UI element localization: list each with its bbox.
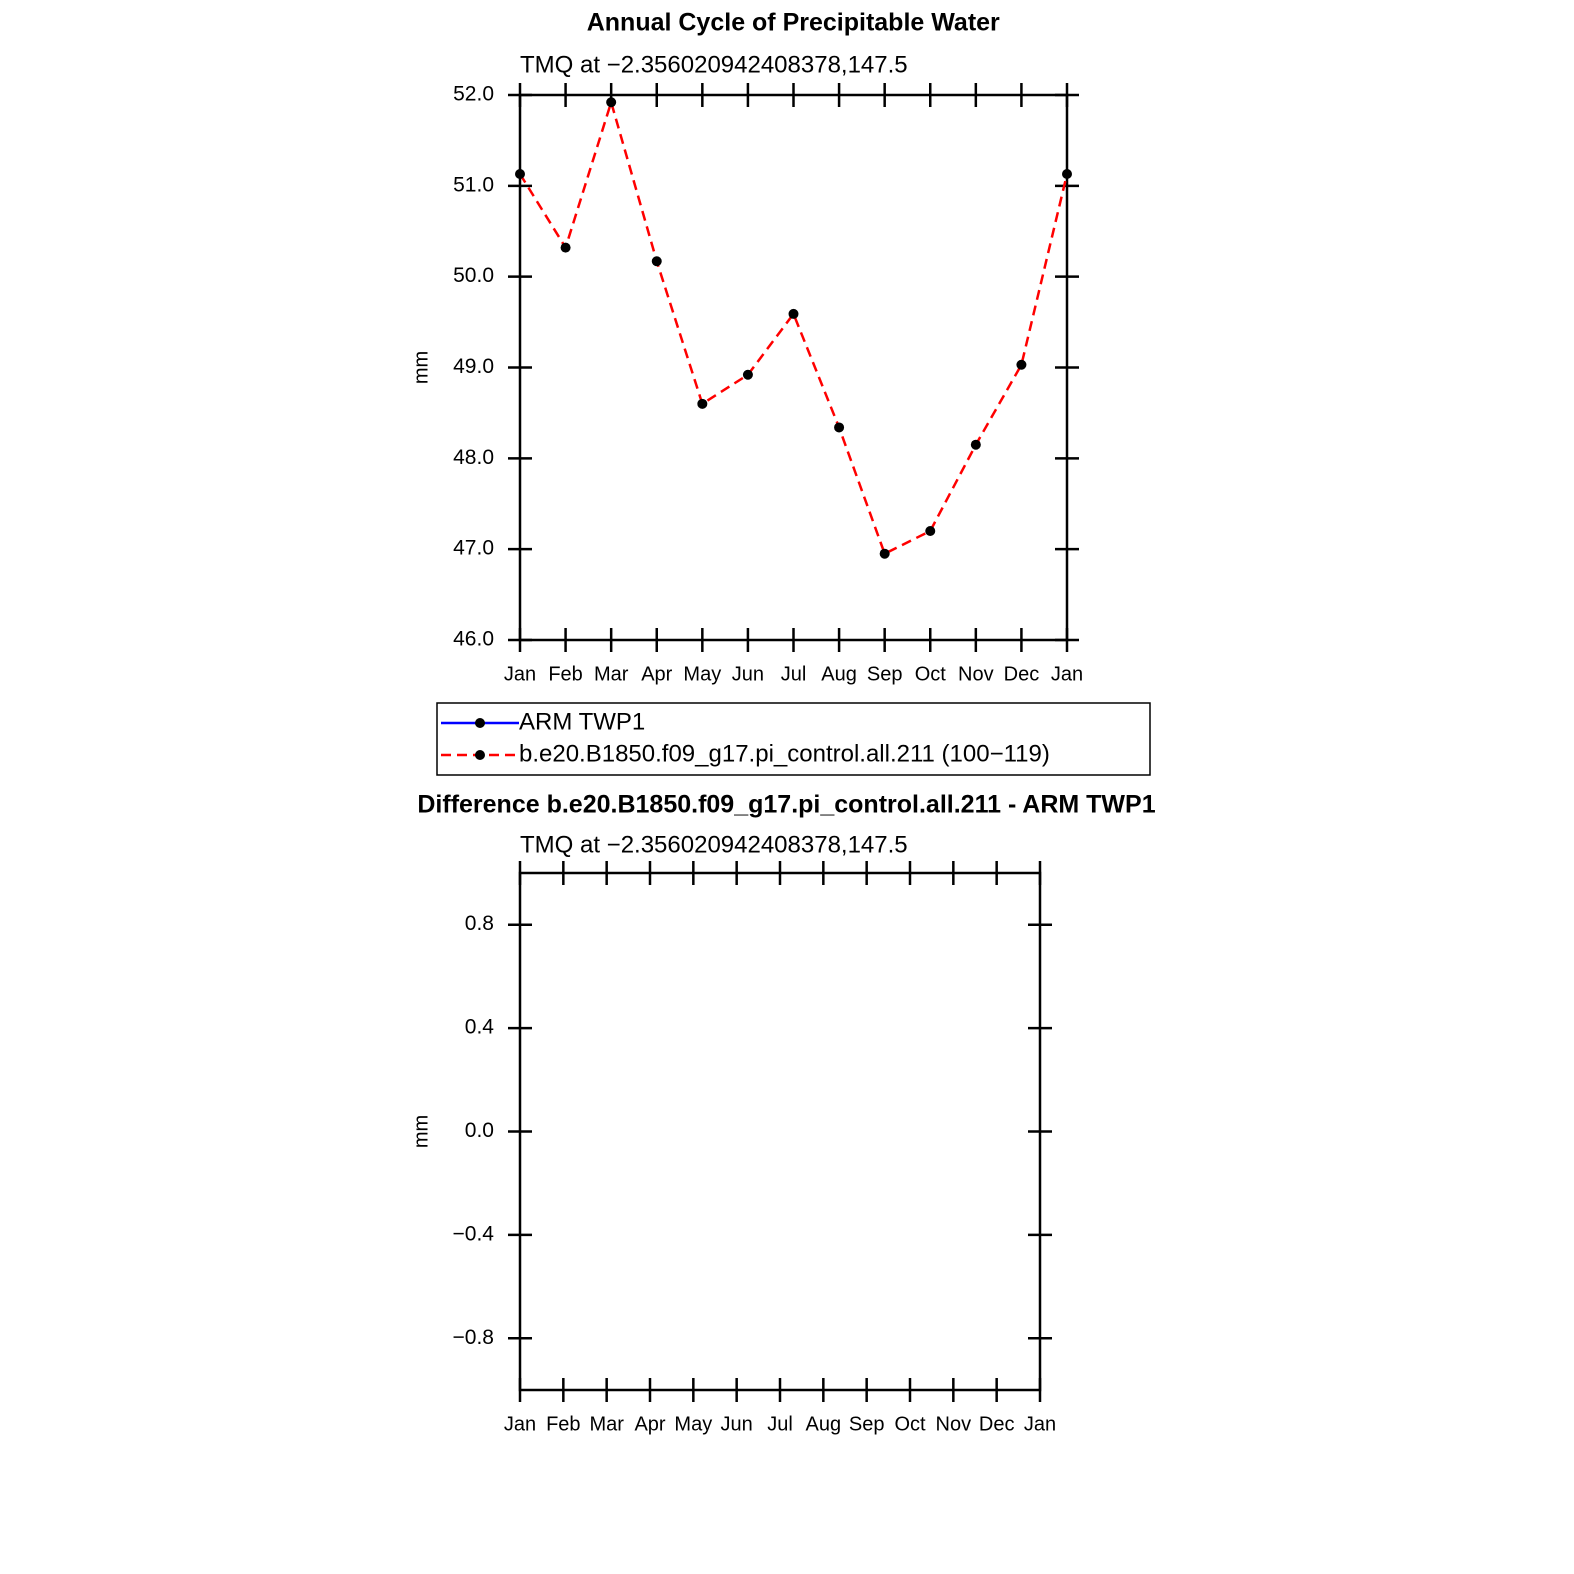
data-point [970,439,981,450]
x-tick-label: Jan [1051,663,1083,685]
data-point [515,169,525,180]
data-point [1016,359,1027,370]
x-tick-label: Sep [849,1413,885,1435]
y-tick-label: 48.0 [453,446,494,469]
x-tick-label: Apr [641,663,672,685]
y-axis-label: mm [410,1115,432,1148]
plot-frame [518,871,1042,1392]
series-line [518,97,1069,556]
legend-label: ARM TWP1 [519,708,645,735]
x-tick-label: Mar [594,663,629,685]
data-point [834,422,845,433]
y-tick-label: 0.4 [465,1016,495,1039]
x-tick-label: Jan [1024,1413,1056,1435]
data-point [560,242,571,253]
data-point [788,308,799,319]
x-tick-label: May [683,663,721,685]
x-tick-label: Oct [894,1413,926,1435]
data-point [1062,169,1072,180]
x-tick-label: Jul [781,663,807,685]
y-tick-label: −0.8 [453,1326,494,1349]
x-tick-label: Aug [821,663,857,685]
y-tick-label: 52.0 [453,83,494,106]
y-tick-label: −0.4 [453,1222,495,1245]
chart-subtitle: TMQ at −2.356020942408378,147.5 [520,51,908,78]
chart-title: Annual Cycle of Precipitable Water [587,9,1000,37]
legend-marker [475,750,485,760]
x-tick-label: Mar [589,1413,624,1435]
x-tick-label: Jun [721,1413,753,1435]
x-tick-label: Feb [548,663,582,685]
data-point [925,526,936,536]
y-tick-label: 0.8 [465,912,494,935]
x-tick-label: Jan [504,663,536,685]
legend-label: b.e20.B1850.f09_g17.pi_control.all.211 (… [519,740,1050,767]
y-tick-label: 0.0 [465,1119,494,1142]
data-point [742,369,753,380]
x-tick-label: Jul [767,1413,793,1435]
x-tick-label: Jun [732,663,764,685]
y-tick-label: 49.0 [453,355,494,378]
data-point [651,256,662,267]
data-point [606,97,617,108]
x-tick-label: Nov [958,663,994,685]
x-tick-label: Sep [867,663,903,685]
x-tick-label: Oct [915,663,947,685]
y-tick-label: 50.0 [453,264,494,287]
legend-marker [475,718,485,728]
chart-title: Difference b.e20.B1850.f09_g17.pi_contro… [417,791,1155,819]
y-tick-label: 47.0 [453,537,494,560]
x-tick-label: Apr [634,1413,665,1435]
x-tick-label: May [674,1413,712,1435]
x-tick-label: Dec [1004,663,1040,685]
x-tick-label: Dec [979,1413,1015,1435]
data-point [697,398,708,409]
plot-frame [518,93,1069,642]
y-axis-label: mm [410,351,432,384]
chart-subtitle: TMQ at −2.356020942408378,147.5 [520,831,908,858]
data-point [879,548,890,559]
y-tick-label: 51.0 [453,173,494,196]
x-tick-label: Jan [504,1413,536,1435]
x-tick-label: Nov [936,1413,972,1435]
x-tick-label: Feb [546,1413,580,1435]
y-tick-label: 46.0 [453,628,494,651]
legend-box [436,702,1151,776]
x-tick-label: Aug [806,1413,842,1435]
